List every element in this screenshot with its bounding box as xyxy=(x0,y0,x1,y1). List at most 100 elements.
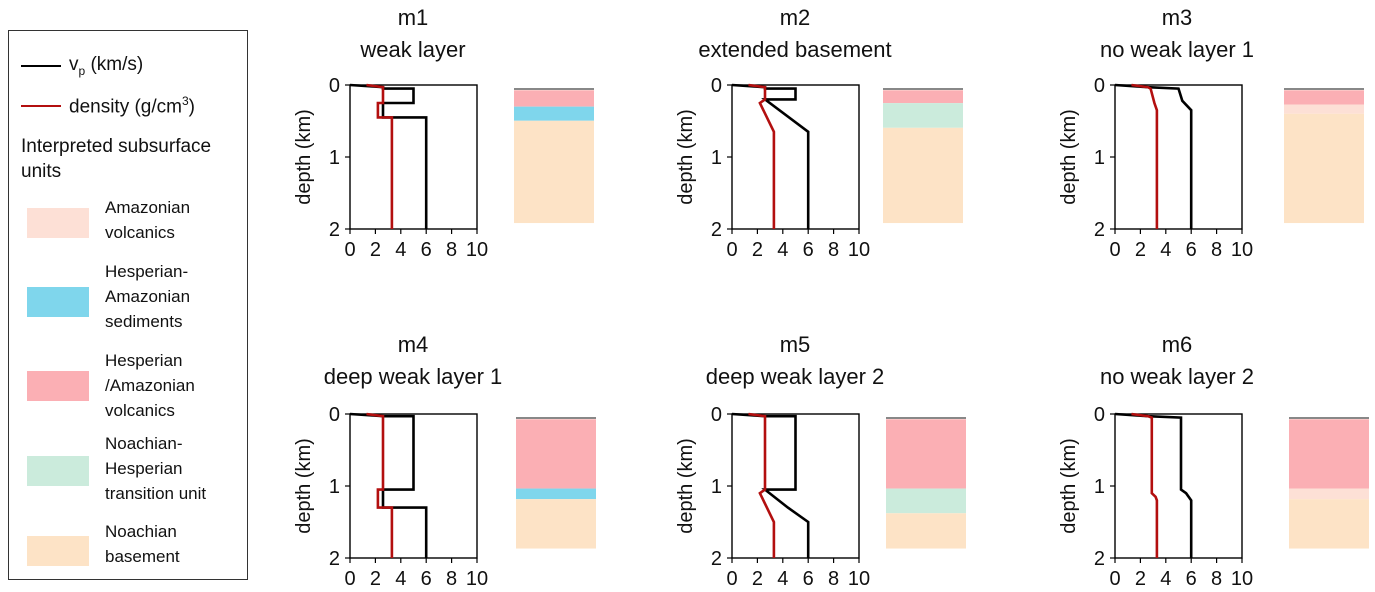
column-layer-hesperian-amazonian-volcanics xyxy=(516,419,596,489)
series-line-density xyxy=(748,412,776,558)
x-tick-label: 0 xyxy=(344,568,355,590)
column-layer-hesperian-amazonian-volcanics xyxy=(886,419,966,489)
legend-unit-amazonian-volcanics: Amazonian volcanics xyxy=(21,193,245,253)
chart-title-line: m5 xyxy=(780,332,811,357)
x-tick-label: 6 xyxy=(1186,239,1197,261)
chart-title-line: no weak layer 1 xyxy=(1100,37,1254,62)
column-layer-noachian-hesperian-transition xyxy=(886,488,966,514)
x-tick-label: 8 xyxy=(1211,239,1222,261)
unit-label: Noachian- Hesperian transition unit xyxy=(105,434,207,503)
y-tick-label: 2 xyxy=(711,548,722,570)
column-layer-hesperian-amazonian-volcanics xyxy=(883,90,963,104)
legend-unit-hesperian-amazonian-sediments: Hesperian- Amazonian sediments xyxy=(21,259,245,331)
y-tick-label: 0 xyxy=(329,404,340,426)
x-tick-label: 10 xyxy=(848,568,870,590)
plot-frame xyxy=(1114,413,1243,559)
x-tick-label: 2 xyxy=(370,239,381,261)
x-tick-label: 0 xyxy=(1109,239,1120,261)
chart-title-line: deep weak layer 1 xyxy=(324,364,503,389)
x-tick-label: 0 xyxy=(726,239,737,261)
unit-swatch xyxy=(27,208,89,238)
y-axis-label: depth (km) xyxy=(675,438,697,534)
chart-title-line: m6 xyxy=(1162,332,1193,357)
chart-title-line: deep weak layer 2 xyxy=(706,364,885,389)
series-line-vp xyxy=(349,83,428,229)
y-tick-label: 2 xyxy=(329,219,340,241)
y-tick-label: 0 xyxy=(1094,75,1105,97)
y-tick-label: 2 xyxy=(1094,548,1105,570)
y-tick-label: 0 xyxy=(1094,404,1105,426)
x-tick-label: 4 xyxy=(395,568,406,590)
chart-title-line: m2 xyxy=(780,5,811,30)
x-tick-label: 2 xyxy=(1135,239,1146,261)
y-tick-label: 0 xyxy=(711,75,722,97)
unit-swatch xyxy=(27,536,89,566)
x-tick-label: 10 xyxy=(848,239,870,261)
x-tick-label: 2 xyxy=(752,239,763,261)
legend-panel: vp (km/s) density (g/cm3) Interpreted su… xyxy=(8,30,248,580)
x-tick-label: 8 xyxy=(1211,568,1222,590)
legend-heading: Interpreted subsurface units xyxy=(21,136,212,182)
legend-density-entry: density (g/cm3) xyxy=(21,93,195,119)
legend-unit-noachian-basement: Noachian basement xyxy=(21,519,245,579)
x-tick-label: 8 xyxy=(446,568,457,590)
x-tick-label: 8 xyxy=(828,568,839,590)
column-layer-amazonian-volcanics xyxy=(1284,104,1364,114)
y-tick-label: 0 xyxy=(329,75,340,97)
series-line-vp xyxy=(731,412,810,558)
column-layer-noachian-basement xyxy=(1284,113,1364,224)
y-tick-label: 1 xyxy=(329,476,340,498)
x-tick-label: 0 xyxy=(344,239,355,261)
y-tick-label: 1 xyxy=(1094,147,1105,169)
x-tick-label: 0 xyxy=(1109,568,1120,590)
column-layer-noachian-hesperian-transition xyxy=(883,103,963,128)
y-tick-label: 1 xyxy=(711,147,722,169)
x-tick-label: 8 xyxy=(828,239,839,261)
unit-label: Amazonian volcanics xyxy=(105,198,191,242)
x-tick-label: 6 xyxy=(1186,568,1197,590)
x-tick-label: 2 xyxy=(370,568,381,590)
y-tick-label: 1 xyxy=(329,147,340,169)
y-tick-label: 2 xyxy=(1094,219,1105,241)
y-axis-label: depth (km) xyxy=(293,109,315,205)
y-tick-label: 2 xyxy=(711,219,722,241)
legend-unit-hesperian-amazonian-volcanics: Hesperian /Amazonian volcanics xyxy=(21,348,245,420)
chart-title-line: m3 xyxy=(1162,5,1193,30)
plot-frame xyxy=(1114,84,1243,230)
density-line-swatch xyxy=(21,105,61,107)
vp-line-swatch xyxy=(21,65,61,67)
x-tick-label: 2 xyxy=(752,568,763,590)
column-layer-hesperian-amazonian-volcanics xyxy=(1284,90,1364,105)
y-tick-label: 1 xyxy=(1094,476,1105,498)
chart-title-line: weak layer xyxy=(359,37,465,62)
x-tick-label: 6 xyxy=(421,239,432,261)
series-line-density xyxy=(366,412,394,558)
y-axis-label: depth (km) xyxy=(675,109,697,205)
unit-swatch xyxy=(27,456,89,486)
series-line-density xyxy=(748,83,776,229)
chart-title-line: m1 xyxy=(398,5,429,30)
x-tick-label: 6 xyxy=(803,568,814,590)
series-line-density xyxy=(1131,83,1159,229)
x-tick-label: 2 xyxy=(1135,568,1146,590)
x-tick-label: 4 xyxy=(1160,568,1171,590)
series-line-vp xyxy=(349,412,428,558)
y-tick-label: 0 xyxy=(711,404,722,426)
unit-label: Hesperian /Amazonian volcanics xyxy=(105,351,195,420)
vp-label: vp (km/s) xyxy=(69,54,144,78)
column-layer-noachian-basement xyxy=(516,499,596,549)
y-tick-label: 2 xyxy=(329,548,340,570)
series-line-vp xyxy=(1114,83,1193,229)
y-axis-label: depth (km) xyxy=(1058,109,1080,205)
unit-swatch xyxy=(27,371,89,401)
column-layer-noachian-basement xyxy=(883,127,963,224)
legend-unit-noachian-hesperian-transition: Noachian- Hesperian transition unit xyxy=(21,434,245,503)
x-tick-label: 4 xyxy=(777,568,788,590)
chart-title-line: no weak layer 2 xyxy=(1100,364,1254,389)
column-layer-noachian-basement xyxy=(886,513,966,549)
unit-label: Noachian basement xyxy=(105,522,180,566)
density-label: density (g/cm3) xyxy=(69,93,195,118)
